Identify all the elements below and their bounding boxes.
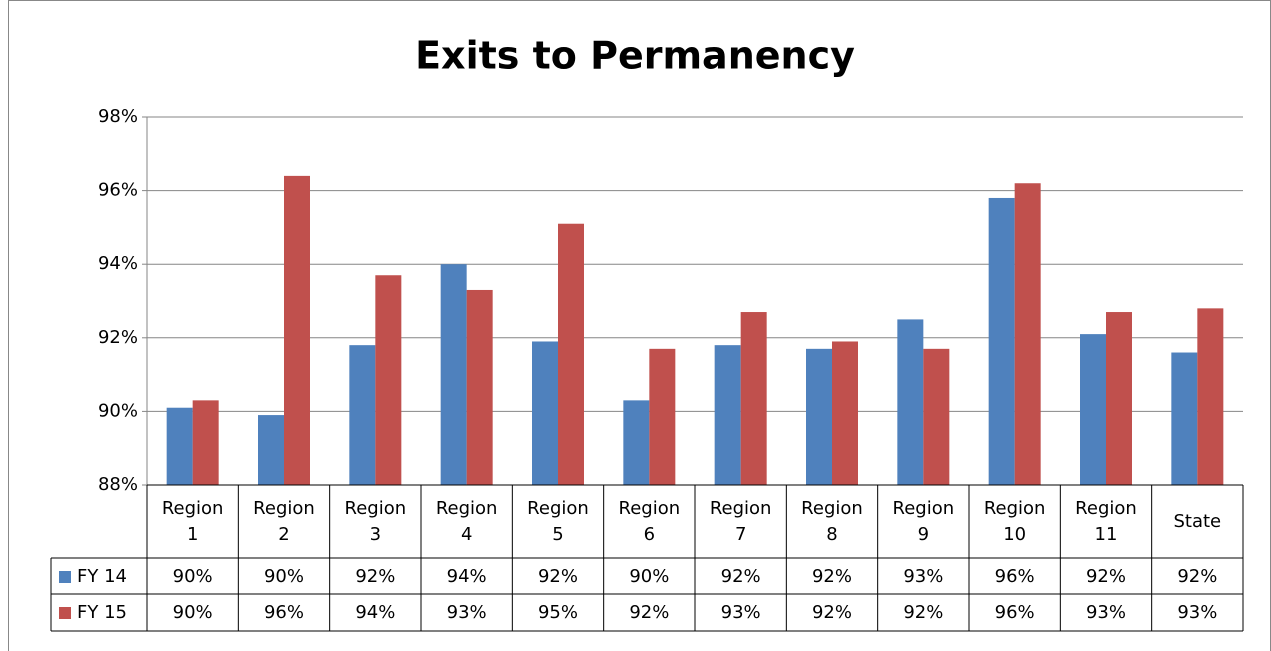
bar: [166, 407, 193, 485]
chart-title: Exits to Permanency: [415, 34, 855, 78]
data-cell: 93%: [446, 601, 487, 623]
data-cell: 92%: [811, 565, 852, 587]
x-tick-label: Region 4: [435, 497, 498, 545]
bar: [349, 345, 376, 485]
data-cell: 92%: [811, 601, 852, 623]
y-tick-label: 88%: [98, 474, 138, 495]
bar: [714, 345, 741, 485]
bar: [284, 175, 310, 485]
bar: [832, 341, 858, 485]
data-cell: 92%: [1177, 565, 1218, 587]
y-tick-label: 96%: [98, 180, 138, 201]
bar: [649, 348, 676, 485]
data-cell: 90%: [263, 565, 304, 587]
data-cell: 93%: [1085, 601, 1126, 623]
data-cell: 93%: [1177, 601, 1218, 623]
bar: [440, 264, 467, 485]
data-cell: 96%: [994, 601, 1035, 623]
bar: [1171, 352, 1198, 485]
x-tick-label: Region 6: [618, 497, 681, 545]
x-tick-label: Region 9: [892, 497, 955, 545]
data-cell: 92%: [355, 565, 396, 587]
x-tick-label: Region 2: [253, 497, 315, 545]
bar: [558, 223, 584, 485]
data-cell: 95%: [537, 601, 578, 623]
bar: [988, 197, 1015, 485]
bar: [532, 341, 558, 485]
y-tick-label: 92%: [98, 327, 138, 348]
data-cell: 90%: [172, 601, 213, 623]
bar: [466, 289, 493, 485]
x-tick-label: Region 5: [527, 497, 589, 545]
data-cell: 93%: [903, 565, 944, 587]
bar: [806, 348, 832, 485]
x-tick-label: Region 10: [983, 497, 1046, 545]
legend-label: FY 15: [77, 601, 127, 623]
y-tick-label: 94%: [98, 253, 138, 274]
x-tick-label: Region 11: [1075, 497, 1137, 545]
bar: [923, 348, 950, 485]
data-cell: 96%: [263, 601, 304, 623]
data-cell: 92%: [720, 565, 761, 587]
bar: [192, 400, 219, 485]
y-tick-label: 90%: [98, 400, 138, 421]
data-cell: 90%: [172, 565, 213, 587]
legend-label: FY 14: [77, 565, 127, 587]
x-tick-label: Region 1: [161, 497, 224, 545]
bar: [623, 400, 650, 485]
bar: [740, 312, 767, 485]
bar: [1197, 308, 1224, 485]
legend-swatch: [59, 570, 71, 583]
y-tick-label: 98%: [98, 106, 138, 127]
legend-cell: FY 14: [51, 558, 147, 595]
data-cell: 96%: [994, 565, 1035, 587]
x-tick-label: Region 3: [344, 497, 407, 545]
legend-swatch: [59, 606, 71, 619]
data-cell: 92%: [903, 601, 944, 623]
data-cell: 94%: [355, 601, 396, 623]
bar: [375, 275, 402, 485]
bar: [258, 415, 284, 485]
bar: [1014, 183, 1041, 486]
bar: [1106, 312, 1132, 485]
bar: [1080, 334, 1106, 485]
data-cell: 92%: [629, 601, 670, 623]
x-tick-label: Region 8: [801, 497, 863, 545]
legend-cell: FY 15: [51, 594, 147, 631]
data-cell: 90%: [629, 565, 670, 587]
data-cell: 92%: [1085, 565, 1126, 587]
x-tick-label: Region 7: [709, 497, 772, 545]
data-cell: 92%: [537, 565, 578, 587]
data-cell: 94%: [446, 565, 487, 587]
x-tick-label: State: [1173, 510, 1222, 532]
data-cell: 93%: [720, 601, 761, 623]
bar: [897, 319, 924, 485]
